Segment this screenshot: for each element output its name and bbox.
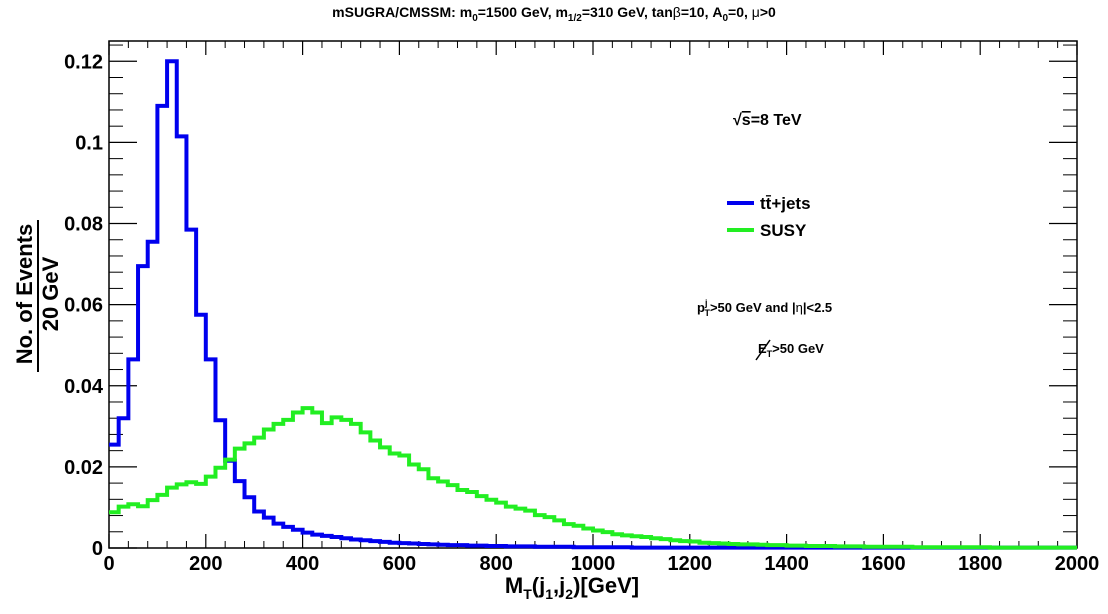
- met-slash: [755, 339, 771, 361]
- legend: tt̄+jets SUSY: [727, 194, 811, 240]
- y-axis-title-numerator: No. of Events: [12, 224, 37, 365]
- svg-text:ET>50 GeV: ET>50 GeV: [758, 341, 824, 359]
- series-ttbar-jets: [109, 59, 1077, 550]
- x-tick-label: 1400: [764, 553, 809, 575]
- y-tick-label: 0: [92, 538, 103, 560]
- legend-label-susy: SUSY: [760, 221, 807, 240]
- x-tick-label: 2000: [1055, 553, 1100, 575]
- y-tick-label: 0.1: [75, 132, 103, 154]
- y-axis-title-denominator: 20 GeV: [38, 256, 63, 331]
- y-tick-labels: 0 0.02 0.04 0.06 0.08 0.1 0.12: [64, 51, 104, 560]
- pt-cut-annotation: pj T>50 GeV and |η|<2.5: [697, 298, 832, 318]
- y-tick-label: 0.08: [64, 214, 103, 236]
- x-axis-title: MT(j1,j2)[GeV]: [505, 573, 639, 602]
- x-tick-label: 1800: [958, 553, 1003, 575]
- energy-annotation: √s=8 TeV: [733, 112, 802, 129]
- y-tick-label: 0.12: [64, 51, 103, 73]
- y-axis-title: No. of Events 20 GeV: [12, 220, 63, 372]
- energy-s: s: [742, 112, 751, 129]
- x-tick-label: 800: [480, 553, 513, 575]
- met-cut-annotation: ET>50 GeV: [755, 339, 824, 361]
- x-tick-label: 600: [383, 553, 416, 575]
- x-tick-labels: 0 200 400 600 800 1000 1200 1400 1600 1800 2000: [103, 553, 1099, 575]
- x-tick-label: 200: [189, 553, 222, 575]
- x-tick-label: 1600: [861, 553, 906, 575]
- chart-title: mSUGRA/CMSSM: m0=1500 GeV, m1/2=310 GeV,…: [332, 4, 776, 24]
- plot-frame: [108, 40, 1078, 549]
- y-tick-label: 0.06: [64, 295, 103, 317]
- series-susy: [109, 406, 1077, 550]
- y-tick-label: 0.02: [64, 457, 103, 479]
- series-layer: [109, 59, 1077, 550]
- x-tick-label: 1200: [668, 553, 713, 575]
- y-tick-label: 0.04: [64, 376, 104, 398]
- x-tick-label: 400: [286, 553, 319, 575]
- axis-ticks: [108, 41, 1078, 549]
- x-tick-label: 0: [103, 553, 114, 575]
- x-tick-label: 1000: [571, 553, 616, 575]
- legend-label-ttbar: tt̄+jets: [760, 194, 811, 213]
- met-e: E: [758, 341, 767, 356]
